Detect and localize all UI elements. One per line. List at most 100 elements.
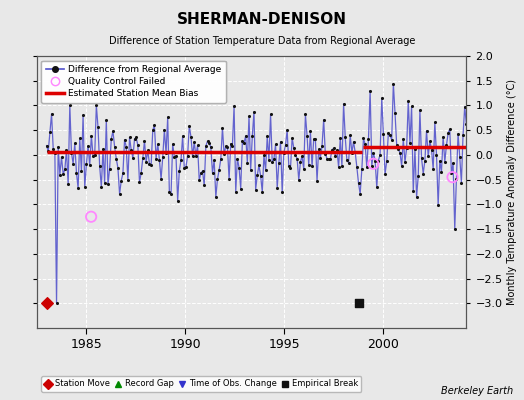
Point	[409, 188, 418, 195]
Point	[187, 134, 195, 140]
Point	[71, 140, 79, 146]
Point	[79, 112, 88, 118]
Point	[202, 143, 210, 149]
Point	[180, 165, 189, 171]
Point	[291, 152, 300, 159]
Point	[142, 158, 150, 165]
Point	[445, 126, 454, 132]
Point	[179, 133, 187, 139]
Point	[101, 180, 109, 186]
Point	[326, 156, 334, 162]
Point	[285, 163, 293, 169]
Point	[318, 143, 326, 149]
Point	[190, 139, 199, 145]
Point	[155, 157, 163, 163]
Point	[260, 152, 268, 158]
Point	[434, 202, 442, 208]
Point	[350, 138, 358, 145]
Point	[459, 132, 467, 138]
Point	[376, 152, 384, 158]
Point	[340, 101, 348, 107]
Point	[424, 153, 432, 160]
Point	[154, 141, 162, 147]
Point	[64, 181, 72, 188]
Point	[140, 138, 149, 144]
Point	[137, 170, 145, 176]
Point	[379, 131, 388, 138]
Legend: Difference from Regional Average, Quality Control Failed, Estimated Station Mean: Difference from Regional Average, Qualit…	[41, 60, 226, 103]
Point	[135, 179, 144, 186]
Point	[261, 167, 270, 174]
Point	[355, 300, 364, 306]
Point	[265, 157, 273, 163]
Point	[77, 168, 85, 175]
Point	[185, 123, 193, 129]
Point	[255, 162, 263, 168]
Point	[220, 151, 228, 158]
Point	[206, 144, 215, 151]
Point	[435, 158, 444, 164]
Point	[428, 146, 436, 153]
Point	[223, 144, 232, 150]
Point	[114, 165, 122, 171]
Point	[366, 88, 374, 94]
Point	[46, 129, 54, 135]
Point	[454, 131, 462, 137]
Point	[147, 162, 155, 168]
Point	[195, 177, 203, 183]
Point	[61, 166, 69, 173]
Point	[129, 155, 137, 161]
Point	[122, 144, 130, 150]
Point	[328, 147, 336, 153]
Point	[452, 176, 461, 182]
Point	[105, 165, 114, 172]
Point	[242, 133, 250, 139]
Point	[396, 150, 404, 156]
Point	[425, 138, 434, 144]
Point	[462, 120, 471, 127]
Point	[359, 135, 368, 142]
Point	[109, 128, 117, 134]
Point	[421, 158, 429, 164]
Point	[89, 153, 97, 159]
Point	[150, 122, 159, 128]
Point	[457, 179, 466, 186]
Point	[173, 198, 182, 204]
Point	[275, 160, 283, 166]
Point	[351, 149, 359, 156]
Point	[228, 142, 237, 149]
Point	[169, 141, 177, 147]
Point	[358, 166, 366, 172]
Point	[182, 164, 190, 170]
Point	[212, 194, 220, 200]
Point	[324, 156, 333, 162]
Point	[167, 191, 175, 198]
Point	[95, 163, 104, 170]
Point	[72, 170, 81, 176]
Point	[205, 140, 213, 146]
Point	[389, 80, 398, 87]
Point	[200, 182, 209, 189]
Point	[216, 156, 225, 162]
Point	[303, 132, 311, 139]
Point	[215, 167, 223, 173]
Point	[278, 189, 287, 196]
Point	[157, 176, 165, 182]
Point	[408, 103, 416, 110]
Point	[107, 136, 115, 142]
Point	[402, 145, 411, 151]
Point	[378, 95, 386, 101]
Point	[111, 144, 119, 150]
Point	[222, 143, 230, 150]
Point	[392, 142, 401, 148]
Point	[203, 138, 212, 144]
Point	[442, 142, 451, 149]
Point	[330, 145, 338, 152]
Point	[230, 103, 238, 110]
Point	[432, 151, 441, 158]
Point	[210, 157, 219, 163]
Point	[373, 184, 381, 191]
Point	[87, 132, 95, 139]
Point	[121, 136, 129, 143]
Point	[288, 135, 297, 141]
